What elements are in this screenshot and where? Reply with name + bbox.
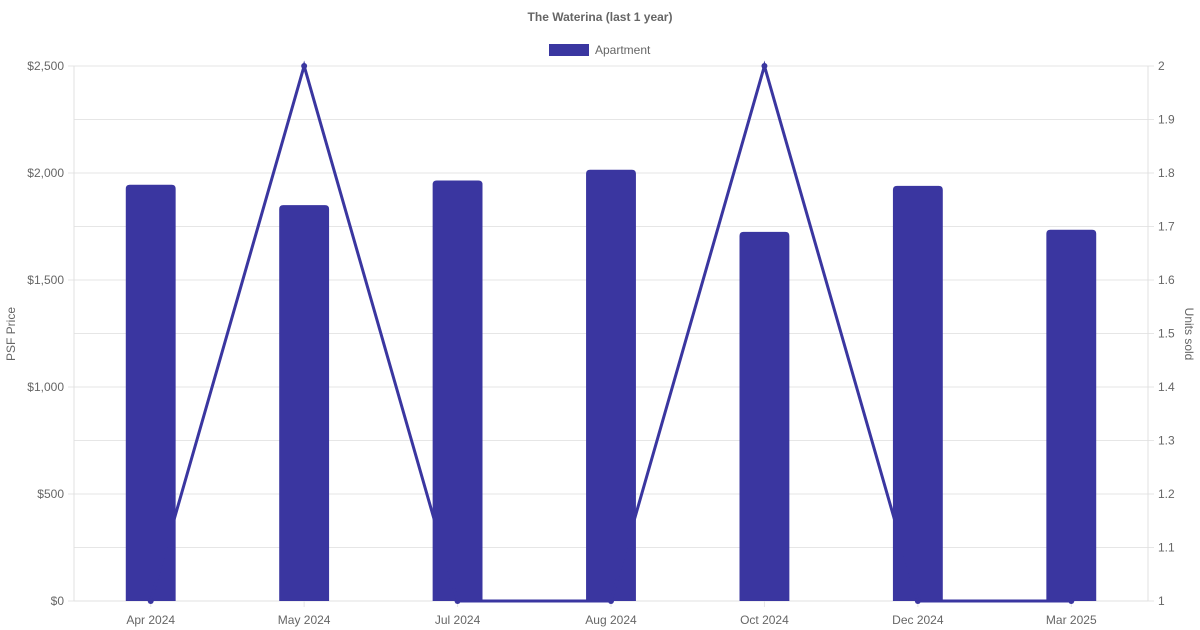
bar-5[interactable] xyxy=(892,185,943,601)
y-left-tick-label: $0 xyxy=(51,594,65,608)
y-right-tick-label: 1.9 xyxy=(1158,113,1175,127)
bar-6[interactable] xyxy=(1046,229,1097,601)
y-right-tick-label: 1 xyxy=(1158,594,1165,608)
x-axis: Apr 2024 May 2024 Jul 2024 Aug 2024 Oct 2024… xyxy=(126,613,1097,627)
bar-4[interactable] xyxy=(739,231,790,601)
line-point-3[interactable] xyxy=(608,598,614,604)
x-tick-label: Mar 2025 xyxy=(1046,613,1097,627)
y-right-tick-label: 1.2 xyxy=(1158,487,1175,501)
y-left-tick-label: $1,500 xyxy=(27,273,64,287)
y-right-tick-label: 1.1 xyxy=(1158,541,1175,555)
y-left-tick-label: $2,000 xyxy=(27,166,64,180)
legend-label-apartment: Apartment xyxy=(595,43,651,57)
y-axis-left: $0 $500 $1,000 $1,500 $2,000 $2,500 xyxy=(27,59,64,608)
y-axis-right: 1 1.1 1.2 1.3 1.4 1.5 1.6 1.7 1.8 1.9 2 xyxy=(1158,59,1175,608)
y-axis-right-title: Units sold xyxy=(1182,308,1196,361)
legend-swatch-apartment xyxy=(549,44,589,56)
bar-2[interactable] xyxy=(432,180,483,602)
line-series xyxy=(147,60,1075,604)
x-tick-label: Oct 2024 xyxy=(740,613,789,627)
x-tick-label: May 2024 xyxy=(278,613,331,627)
y-left-tick-label: $2,500 xyxy=(27,59,64,73)
y-right-tick-label: 1.4 xyxy=(1158,380,1175,394)
y-right-tick-label: 1.8 xyxy=(1158,166,1175,180)
line-point-6[interactable] xyxy=(1068,598,1075,604)
bar-1[interactable] xyxy=(279,205,330,601)
bar-3[interactable] xyxy=(586,169,636,602)
bar-series xyxy=(125,169,1097,602)
x-tick-label: Apr 2024 xyxy=(126,613,175,627)
x-tick-label: Jul 2024 xyxy=(435,613,481,627)
y-right-tick-label: 1.3 xyxy=(1158,434,1175,448)
x-tick-label: Dec 2024 xyxy=(892,613,944,627)
line-point-5[interactable] xyxy=(914,598,921,604)
bar-0[interactable] xyxy=(125,184,176,601)
y-right-tick-label: 1.6 xyxy=(1158,273,1175,287)
y-right-tick-label: 1.7 xyxy=(1158,220,1175,234)
y-right-tick-label: 2 xyxy=(1158,59,1165,73)
y-right-tick-label: 1.5 xyxy=(1158,327,1175,341)
y-axis-left-title: PSF Price xyxy=(4,307,18,361)
legend[interactable]: Apartment xyxy=(549,43,651,57)
line-point-0[interactable] xyxy=(147,598,154,604)
line-point-4[interactable] xyxy=(761,63,768,69)
x-tick-label: Aug 2024 xyxy=(585,613,637,627)
line-point-1[interactable] xyxy=(301,63,308,69)
y-left-tick-label: $500 xyxy=(37,487,64,501)
line-point-2[interactable] xyxy=(454,598,461,604)
chart-title: The Waterina (last 1 year) xyxy=(528,10,673,24)
y-left-tick-label: $1,000 xyxy=(27,380,64,394)
